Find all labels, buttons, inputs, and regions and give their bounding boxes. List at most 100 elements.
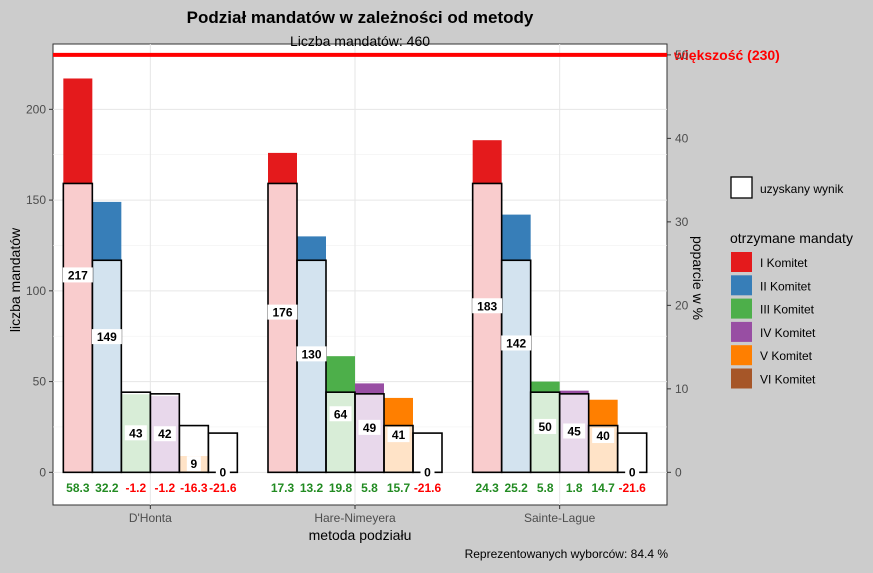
seat-label-box xyxy=(420,464,435,480)
seat-label-box xyxy=(267,304,298,320)
seat-label-box xyxy=(329,406,352,422)
diff-label: 14.7 xyxy=(591,481,615,495)
legend-swatch xyxy=(731,368,752,389)
legend-label: V Komitet xyxy=(760,349,813,363)
y-tick-label: 200 xyxy=(26,102,46,116)
seat-label-box xyxy=(153,426,176,442)
axes: 0 50 100 150 200 0 10 20 30 40 50 D'Honta Hare-Nimey… xyxy=(26,48,689,525)
seat-label-box xyxy=(358,419,381,435)
support-overlay xyxy=(501,260,531,473)
seat-label-box xyxy=(91,329,122,345)
diff-label: 13.2 xyxy=(300,481,324,495)
legend-swatch xyxy=(731,345,752,366)
x-axis-title: metoda podziału xyxy=(309,527,412,543)
seat-label-box xyxy=(563,423,586,439)
diff-label: 19.8 xyxy=(329,481,353,495)
seat-label-box xyxy=(215,464,230,480)
support-outline xyxy=(500,259,532,474)
legend-outline-label: uzyskany wynik xyxy=(760,182,844,196)
seat-label: 40 xyxy=(596,429,610,443)
y-tick-label: 150 xyxy=(26,193,46,207)
seat-label: 176 xyxy=(272,306,292,320)
y-axis-title: liczba mandatów xyxy=(7,227,23,332)
seat-label: 49 xyxy=(363,421,377,435)
support-overlay xyxy=(92,260,122,473)
seat-label: 42 xyxy=(158,427,172,441)
seat-label: 64 xyxy=(334,407,348,421)
legend-label: IV Komitet xyxy=(760,326,816,340)
seat-label-box xyxy=(472,298,503,314)
diff-label: -16.3 xyxy=(180,481,208,495)
seat-label: 0 xyxy=(219,465,226,479)
diff-label: 1.8 xyxy=(566,481,583,495)
y2-tick-label: 0 xyxy=(675,465,682,479)
support-overlay xyxy=(326,392,355,473)
legend-label: II Komitet xyxy=(760,279,811,293)
legend-swatch xyxy=(731,252,752,272)
y2-tick-label: 10 xyxy=(675,382,689,396)
seat-label: 0 xyxy=(424,465,431,479)
seat-label: 9 xyxy=(190,457,197,471)
seat-label: 41 xyxy=(392,428,406,442)
seat-label: 217 xyxy=(68,268,88,282)
diff-label: 25.2 xyxy=(504,481,528,495)
legend: uzyskany wynik otrzymane mandaty I Komit… xyxy=(730,176,853,389)
legend-swatch xyxy=(731,321,752,342)
seat-label: 183 xyxy=(477,299,497,313)
seat-label-box xyxy=(186,456,201,472)
diff-label: 5.8 xyxy=(537,481,554,495)
legend-label: I Komitet xyxy=(760,256,808,270)
difference-labels: 58.3 32.2 -1.2 -1.2 -16.3 -21.6 17.3 13.2 19.8 5.… xyxy=(66,481,646,495)
y2-tick-label: 30 xyxy=(675,215,689,229)
y2-axis-title: poparcie w % xyxy=(690,236,706,320)
majority-marker: większość (230) xyxy=(53,47,780,63)
seat-label-box xyxy=(501,335,532,351)
y2-tick-label: 40 xyxy=(675,131,689,145)
seat-label: 0 xyxy=(629,465,636,479)
y2-tick-label: 50 xyxy=(675,48,689,62)
seat-label: 142 xyxy=(506,336,526,350)
legend-label: VI Komitet xyxy=(760,373,816,387)
y-tick-label: 100 xyxy=(26,284,46,298)
caption: Reprezentowanych wyborców: 84.4 % xyxy=(465,547,669,561)
diff-label: -21.6 xyxy=(209,481,237,495)
legend-outline-key xyxy=(730,176,753,199)
seat-label-box xyxy=(592,428,615,444)
support-overlay xyxy=(268,183,297,473)
diff-label: -1.2 xyxy=(125,481,146,495)
support-outline xyxy=(91,259,123,474)
seat-label-box xyxy=(387,427,410,443)
legend-label: III Komitet xyxy=(760,303,815,317)
diff-label: -21.6 xyxy=(414,481,442,495)
support-overlay xyxy=(472,183,502,473)
support-outline xyxy=(296,259,327,474)
x-tick-label: Hare-Nimeyera xyxy=(314,511,396,525)
y2-tick-label: 20 xyxy=(675,298,689,312)
seat-label-box xyxy=(625,464,640,480)
x-tick-label: Sainte-Lague xyxy=(524,511,596,525)
y-tick-label: 0 xyxy=(39,465,46,479)
diff-label: 5.8 xyxy=(361,481,378,495)
diff-label: -21.6 xyxy=(618,481,646,495)
chart-title: Podział mandatów w zależności od metody xyxy=(187,8,534,27)
support-overlay xyxy=(297,260,326,473)
diff-label: 24.3 xyxy=(475,481,499,495)
diff-label: 17.3 xyxy=(271,481,295,495)
majority-label: większość (230) xyxy=(673,47,780,63)
seat-label-box xyxy=(124,425,147,441)
chart-subtitle: Liczba mandatów: 460 xyxy=(290,33,430,49)
diff-label: -1.2 xyxy=(154,481,175,495)
seat-label-box xyxy=(534,418,557,434)
legend-title: otrzymane mandaty xyxy=(730,230,853,246)
seat-label: 43 xyxy=(129,426,143,440)
support-overlay xyxy=(63,183,93,473)
diff-label: 15.7 xyxy=(387,481,411,495)
y-tick-label: 50 xyxy=(33,375,47,389)
diff-label: 32.2 xyxy=(95,481,119,495)
seat-label: 130 xyxy=(301,347,321,361)
legend-swatch xyxy=(731,298,752,319)
seat-label: 149 xyxy=(97,330,117,344)
x-tick-label: D'Honta xyxy=(129,511,172,525)
